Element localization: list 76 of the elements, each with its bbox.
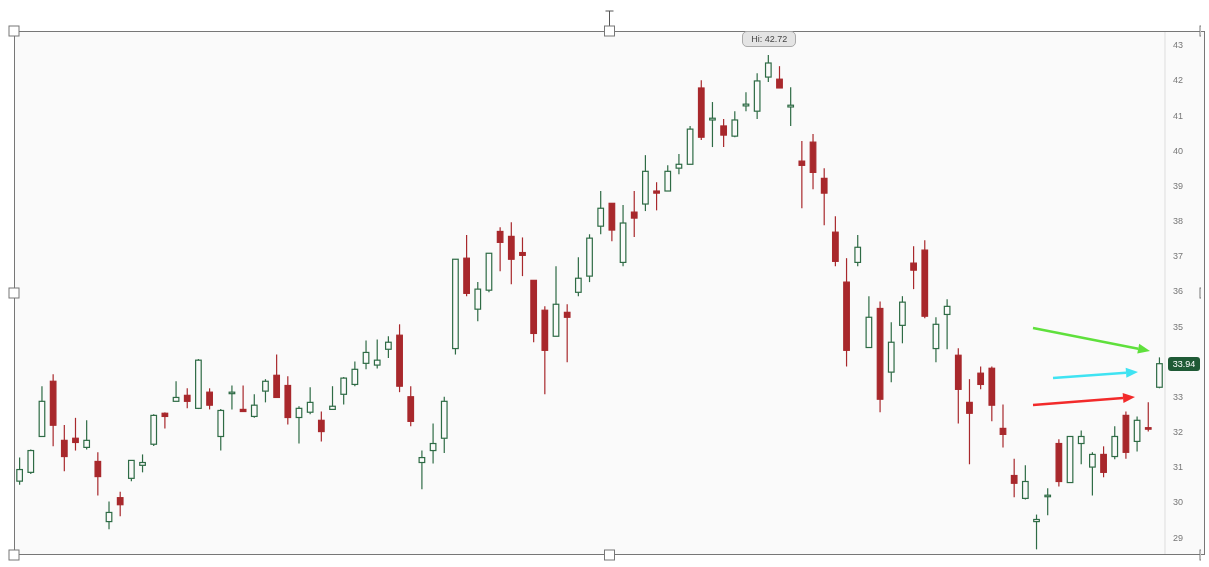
- candlestick: [787, 86, 795, 127]
- candlestick: [496, 226, 504, 272]
- y-tick-label: 41: [1173, 110, 1184, 121]
- candlestick: [1156, 356, 1163, 389]
- candlestick: [776, 65, 783, 89]
- candlestick: [764, 54, 772, 83]
- candlestick: [1010, 458, 1018, 498]
- candlestick: [1144, 401, 1152, 433]
- y-tick-label: 42: [1173, 75, 1184, 86]
- candlestick: [262, 378, 269, 403]
- candlestick: [1077, 429, 1085, 465]
- candlestick: [206, 387, 213, 411]
- candlestick: [351, 360, 359, 387]
- candlestick: [1111, 425, 1119, 460]
- candlestick: [273, 353, 281, 399]
- candlestick: [250, 393, 258, 419]
- y-tick-label: 32: [1173, 427, 1184, 438]
- candlestick: [183, 387, 191, 409]
- candlestick: [239, 384, 247, 413]
- candlestick: [474, 281, 482, 322]
- candlestick: [563, 303, 571, 363]
- candlestick: [340, 376, 348, 406]
- y-tick-label: 39: [1173, 180, 1184, 191]
- candlestick: [27, 448, 35, 475]
- candlestick: [943, 298, 951, 350]
- candlestick: [418, 449, 426, 490]
- candlestick: [597, 190, 605, 235]
- candlestick: [798, 140, 806, 209]
- candlestick: [116, 491, 124, 517]
- candlestick: [373, 338, 381, 370]
- candlestick: [161, 411, 169, 429]
- candlestick: [1089, 451, 1096, 497]
- annotation: Hi: 42.72: [742, 30, 797, 47]
- y-tick-label: 37: [1173, 251, 1184, 262]
- candlestick: [742, 91, 750, 112]
- candlestick: [1133, 415, 1141, 453]
- candlestick: [709, 101, 716, 148]
- candlestick: [675, 153, 683, 175]
- candlestick: [720, 118, 728, 148]
- candlestick: [1033, 513, 1040, 550]
- candlestick: [306, 386, 314, 415]
- y-tick-label: 29: [1173, 532, 1184, 543]
- candlestick: [820, 167, 828, 226]
- candlestick: [910, 245, 917, 290]
- candlestick: [574, 256, 582, 297]
- y-tick-label: 36: [1173, 286, 1184, 297]
- candlestick: [429, 422, 437, 465]
- candlestick: [1100, 445, 1107, 478]
- candlestick: [83, 419, 91, 451]
- candlestick: [72, 417, 79, 452]
- y-tick-label: 43: [1173, 40, 1184, 51]
- candlestick: [329, 385, 336, 411]
- candlestick: [854, 234, 862, 267]
- candlestick: [384, 335, 392, 359]
- candlestick: [630, 190, 638, 238]
- candlestick: [519, 236, 526, 277]
- candlestick: [731, 110, 739, 138]
- candlestick: [60, 424, 68, 472]
- candlestick: [899, 295, 906, 344]
- candlestick: [664, 164, 672, 192]
- candlestick: [1021, 464, 1029, 501]
- y-tick-label: 40: [1173, 145, 1184, 156]
- y-tick-label: 31: [1173, 462, 1184, 473]
- candlestick: [127, 459, 135, 482]
- y-tick-label: 35: [1173, 321, 1184, 332]
- candlestick: [977, 365, 985, 390]
- candlestick: [966, 378, 973, 465]
- candlestick: [172, 380, 180, 402]
- candlestick: [94, 451, 102, 497]
- text: 33.94: [1168, 356, 1200, 371]
- y-tick-label: 38: [1173, 216, 1184, 227]
- candlestick: [653, 181, 660, 211]
- y-tick-label: 30: [1173, 497, 1184, 508]
- y-tick-label: 33: [1173, 391, 1184, 402]
- candlestick: [317, 410, 325, 443]
- candlestick: [507, 221, 515, 285]
